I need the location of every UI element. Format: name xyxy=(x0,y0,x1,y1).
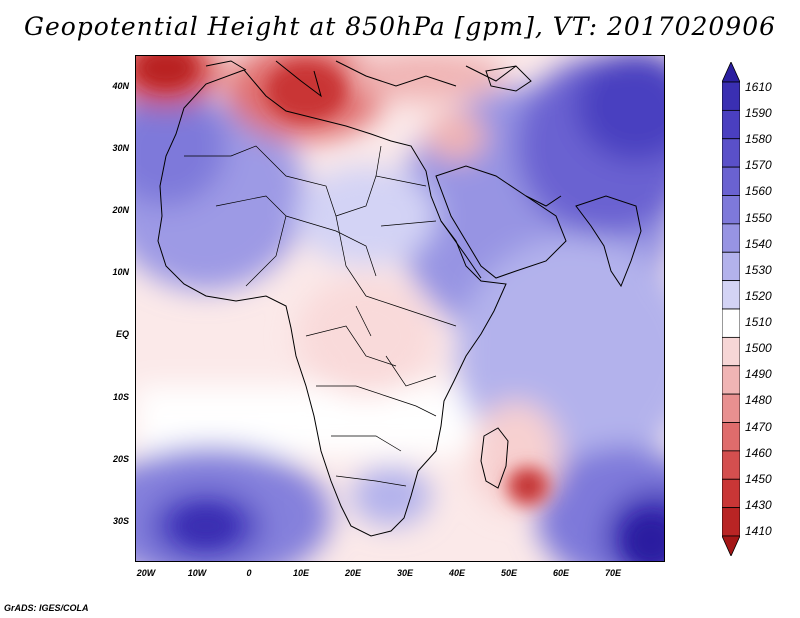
lat-label-30s: 30S xyxy=(112,516,129,526)
lat-label-30n: 30N xyxy=(112,143,129,153)
colorbar-swatch xyxy=(722,422,740,452)
black-sea xyxy=(485,65,532,92)
colorbar-tick-label: 1610 xyxy=(745,80,772,94)
geopotential-field xyxy=(136,56,664,561)
lon-label-20e: 20E xyxy=(344,568,362,578)
colorbar-swatches xyxy=(722,62,740,556)
shaded-field-core xyxy=(136,56,664,561)
colorbar-swatch xyxy=(722,365,740,395)
colorbar-tick-label: 1470 xyxy=(745,419,772,434)
colorbar-top-arrow xyxy=(722,62,740,83)
colorbar-swatch xyxy=(722,223,740,253)
lon-label-10e: 10E xyxy=(292,568,310,578)
map-title: Geopotential Height at 850hPa [gpm], VT:… xyxy=(23,12,777,41)
colorbar-swatch xyxy=(722,280,740,310)
colorbar-tick-label: 1490 xyxy=(745,367,772,382)
lat-label-10n: 10N xyxy=(112,267,129,277)
colorbar-tick-label: 1480 xyxy=(745,393,772,408)
grads-credit: GrADS: IGES/COLA xyxy=(4,603,89,613)
political-borders xyxy=(184,145,457,487)
lat-label-40n: 40N xyxy=(112,81,129,91)
lon-label-30e: 30E xyxy=(396,568,414,578)
lon-label-0: 0 xyxy=(246,568,252,578)
colorbar xyxy=(722,62,740,556)
lon-label-40e: 40E xyxy=(448,568,466,578)
colorbar-tick-label: 1590 xyxy=(745,106,772,121)
lon-label-70e: 70E xyxy=(604,568,622,578)
colorbar-swatch xyxy=(722,507,740,537)
red-sea xyxy=(440,195,562,279)
india-coast xyxy=(575,195,642,288)
colorbar-tick-label: 1560 xyxy=(745,184,772,199)
colorbar-swatch xyxy=(722,393,740,423)
colorbar-tick-label: 1430 xyxy=(745,497,772,512)
lat-label-20s: 20S xyxy=(112,454,129,464)
colorbar-tick-label: 1410 xyxy=(745,524,772,538)
colorbar-swatch xyxy=(722,336,740,367)
europe-coast xyxy=(205,60,517,98)
colorbar-swatch xyxy=(722,81,740,111)
colorbar-tick-label: 1510 xyxy=(745,315,772,330)
colorbar-swatch xyxy=(722,166,740,196)
country-borders xyxy=(184,145,457,487)
colorbar-swatch xyxy=(722,308,740,338)
coastlines xyxy=(157,60,642,537)
lat-label-10s: 10S xyxy=(112,392,129,402)
lon-label-50e: 50E xyxy=(500,568,518,578)
colorbar-tick-label: 1570 xyxy=(745,158,772,173)
colorbar-tick-label: 1580 xyxy=(745,132,772,147)
lon-label-20w: 20W xyxy=(136,568,156,578)
colorbar-swatch xyxy=(722,109,740,140)
lat-label-eq: EQ xyxy=(115,329,129,339)
lon-label-10w: 10W xyxy=(187,568,207,578)
colorbar-tick-label: 1520 xyxy=(745,288,772,303)
colorbar-swatch xyxy=(722,251,740,282)
madagascar-coast xyxy=(480,427,509,489)
colorbar-tick-label: 1460 xyxy=(745,445,772,460)
map-panel xyxy=(135,55,665,562)
colorbar-tick-label: 1500 xyxy=(745,341,772,356)
colorbar-swatch xyxy=(722,195,740,225)
colorbar-swatch xyxy=(722,138,740,168)
colorbar-tick-label: 1550 xyxy=(745,210,772,225)
arabia-coast xyxy=(435,165,567,279)
colorbar-swatch xyxy=(722,450,740,480)
colorbar-tick-label: 1450 xyxy=(745,471,772,486)
colorbar-tick-label: 1540 xyxy=(745,236,772,251)
colorbar-tick-label: 1530 xyxy=(745,262,772,277)
colorbar-bottom-arrow xyxy=(722,535,740,556)
africa-coast xyxy=(157,69,507,537)
colorbar-swatch xyxy=(722,478,740,509)
lat-label-20n: 20N xyxy=(112,205,129,215)
lon-label-60e: 60E xyxy=(552,568,570,578)
